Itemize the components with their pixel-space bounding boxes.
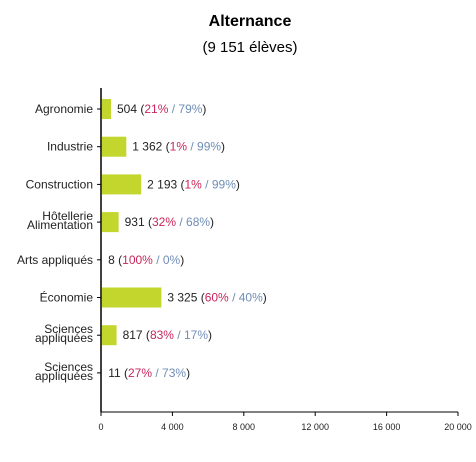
chart-subtitle: (9 151 élèves) <box>202 39 297 56</box>
data-label-close: ) <box>208 328 212 342</box>
data-label-sep: / <box>187 140 197 154</box>
category-label: Industrie <box>47 140 93 154</box>
chart-title: Alternance <box>209 13 292 30</box>
data-label-close: ) <box>186 366 190 380</box>
category-label: Arts appliqués <box>17 253 93 267</box>
bar <box>102 136 127 157</box>
category-label: Agronomie <box>35 102 93 116</box>
data-label: 931 (32% / 68%) <box>125 215 214 229</box>
x-tick-label: 8 000 <box>233 422 256 432</box>
data-label-share-b: 73% <box>162 366 186 380</box>
category-label-line: Hôtellerie <box>42 209 93 223</box>
category-label-line: appliquées <box>35 369 93 383</box>
bar <box>102 287 162 308</box>
data-label-share-b: 99% <box>197 140 221 154</box>
data-label-value: 11 ( <box>108 366 128 380</box>
data-label-close: ) <box>236 177 240 191</box>
data-label-share-a: 1% <box>170 140 188 154</box>
x-tick-label: 12 000 <box>301 422 329 432</box>
data-label-share-a: 1% <box>185 177 203 191</box>
bar <box>102 325 117 346</box>
category-label: Sciences appliquées <box>35 360 93 383</box>
data-label-share-b: 40% <box>239 291 263 305</box>
data-label-value: 2 193 ( <box>147 177 184 191</box>
data-label: 817 (83% / 17%) <box>123 328 212 342</box>
data-label-share-b: 99% <box>212 177 236 191</box>
data-label-share-b: 17% <box>184 328 208 342</box>
bar <box>102 99 111 119</box>
data-label: 2 193 (1% / 99%) <box>147 177 240 191</box>
data-label: 504 (21% / 79%) <box>117 102 206 116</box>
data-label-sep: / <box>168 102 178 116</box>
data-label-share-a: 27% <box>128 366 152 380</box>
category-label: Sciences appliquées <box>35 322 93 345</box>
data-label-value: 817 ( <box>123 328 150 342</box>
data-label-share-a: 60% <box>205 291 229 305</box>
data-label-value: 931 ( <box>125 215 152 229</box>
category-label-line: Sciences <box>44 360 93 374</box>
data-label-value: 8 ( <box>108 253 122 267</box>
data-label-sep: / <box>174 328 184 342</box>
category-label-line: appliquées <box>35 331 93 345</box>
data-label-sep: / <box>229 291 239 305</box>
category-label: Hôtellerie Alimentation <box>27 209 93 232</box>
category-label: Économie <box>40 290 94 305</box>
bar <box>102 212 119 233</box>
data-label: 8 (100% / 0%) <box>108 253 184 267</box>
data-label-sep: / <box>152 366 162 380</box>
data-label-value: 504 ( <box>117 102 144 116</box>
data-label-share-b: 68% <box>186 215 210 229</box>
data-label-close: ) <box>221 140 225 154</box>
category-label-line: Alimentation <box>27 218 93 232</box>
data-label-sep: / <box>176 215 186 229</box>
x-tick-label: 16 000 <box>373 422 401 432</box>
data-label-value: 1 362 ( <box>132 140 169 154</box>
data-label-close: ) <box>202 102 206 116</box>
data-label-close: ) <box>180 253 184 267</box>
data-label-close: ) <box>263 291 267 305</box>
data-label: 3 325 (60% / 40%) <box>167 291 266 305</box>
data-label: 11 (27% / 73%) <box>108 366 190 380</box>
category-label: Construction <box>26 177 93 191</box>
category-label-line: Sciences <box>44 322 93 336</box>
data-label-share-b: 79% <box>178 102 202 116</box>
x-tick-label: 4 000 <box>161 422 184 432</box>
data-label: 1 362 (1% / 99%) <box>132 140 225 154</box>
data-label-close: ) <box>210 215 214 229</box>
data-label-value: 3 325 ( <box>167 291 204 305</box>
plot-area: 0 4 000 8 000 12 000 16 000 20 000 Agronomie 50… <box>17 88 472 432</box>
x-tick-label: 20 000 <box>444 422 472 432</box>
data-label-share-a: 83% <box>150 328 174 342</box>
data-label-share-b: 0% <box>163 253 181 267</box>
data-label-share-a: 100% <box>122 253 153 267</box>
data-label-share-a: 32% <box>152 215 176 229</box>
data-label-sep: / <box>153 253 163 267</box>
data-label-sep: / <box>202 177 212 191</box>
data-label-share-a: 21% <box>144 102 168 116</box>
x-tick-label: 0 <box>98 422 103 432</box>
bar <box>102 174 142 195</box>
